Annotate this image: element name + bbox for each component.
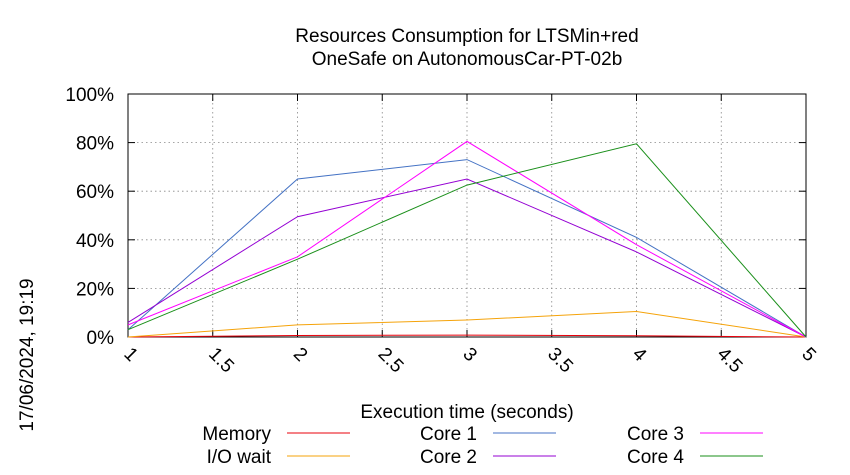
timestamp-label: 17/06/2024, 19:19: [17, 278, 38, 431]
x-tick-label: 1.5: [204, 344, 238, 378]
x-tick-label: 5: [797, 344, 819, 366]
series-lines: [127, 140, 807, 338]
chart-title-line: OneSafe on AutonomousCar-PT-02b: [312, 49, 623, 70]
chart-title-line: Resources Consumption for LTSMin+red: [295, 26, 638, 47]
series-line-core-3: [127, 140, 807, 338]
chart-title: Resources Consumption for LTSMin+redOneS…: [295, 26, 638, 70]
legend-label: Memory: [202, 424, 271, 445]
y-tick-label: 100%: [65, 85, 114, 106]
x-tick-label: 2: [289, 344, 311, 366]
legend-label: Core 3: [627, 424, 684, 445]
x-tick-label: 1: [119, 344, 141, 366]
legend-label: Core 2: [420, 447, 477, 468]
legend-label: Core 4: [627, 447, 684, 468]
y-tick-label: 40%: [76, 231, 114, 252]
x-axis-label: Execution time (seconds): [360, 402, 573, 423]
x-tick-label: 4.5: [713, 344, 747, 378]
series-line-core-1: [127, 159, 807, 338]
y-tick-label: 80%: [76, 134, 114, 155]
y-tick-label: 60%: [76, 182, 114, 203]
x-tick-label: 3.5: [543, 344, 577, 378]
series-line-memory: [127, 334, 807, 338]
x-tick-label: 2.5: [374, 344, 408, 378]
x-tick-label: 3: [458, 344, 480, 366]
y-tick-label: 20%: [76, 279, 114, 300]
series-line-i-o-wait: [127, 310, 807, 338]
series-line-core-4: [127, 143, 807, 338]
series-line-core-2: [127, 178, 807, 338]
y-tick-label: 0%: [87, 328, 115, 349]
y-axis: 0% 20% 40% 60% 80% 100%: [65, 85, 806, 349]
x-tick-label: 4: [628, 344, 651, 367]
grid: [127, 93, 807, 338]
legend-label: I/O wait: [207, 447, 272, 468]
legend-label: Core 1: [420, 424, 477, 445]
